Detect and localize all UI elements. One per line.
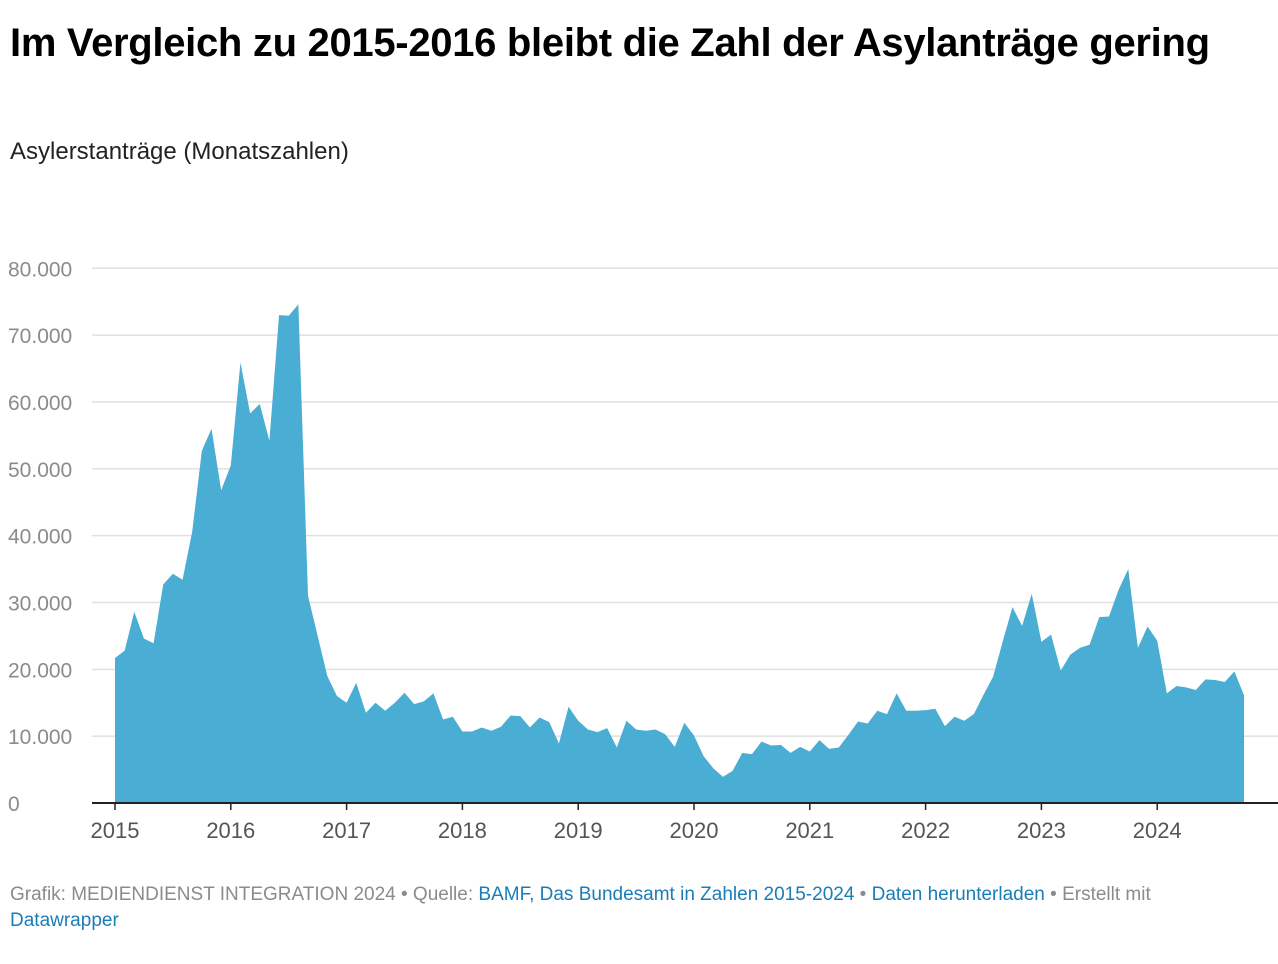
y-tick-label: 60.000 bbox=[8, 392, 72, 415]
x-tick-label: 2017 bbox=[322, 818, 371, 843]
download-data-link[interactable]: Daten herunterladen bbox=[871, 884, 1045, 905]
series-area-asylerstantraege bbox=[115, 304, 1245, 803]
x-tick-label: 2020 bbox=[670, 818, 719, 843]
footer-created: • Erstellt mit bbox=[1044, 884, 1151, 905]
y-tick-label: 70.000 bbox=[8, 325, 72, 348]
data-area bbox=[115, 304, 1245, 803]
x-tick-label: 2018 bbox=[438, 818, 487, 843]
x-tick-label: 2022 bbox=[901, 818, 950, 843]
datawrapper-link[interactable]: Datawrapper bbox=[10, 910, 119, 931]
y-axis-ticks: 0 10.000 20.000 30.000 40.000 50.000 60.000 70.… bbox=[8, 258, 72, 816]
x-tick-label: 2021 bbox=[785, 818, 834, 843]
x-tick-label: 2016 bbox=[206, 818, 255, 843]
chart-subtitle: Asylerstanträge (Monatszahlen) bbox=[10, 138, 349, 165]
footer-separator: • bbox=[854, 884, 872, 905]
y-tick-label: 50.000 bbox=[8, 459, 72, 482]
x-axis-ticks: 2015 2016 2017 2018 2019 2020 2021 2022 2023 2024 bbox=[91, 803, 1182, 843]
chart-title: Im Vergleich zu 2015-2016 bleibt die Zah… bbox=[10, 21, 1210, 65]
x-tick-label: 2015 bbox=[91, 818, 140, 843]
y-tick-label: 20.000 bbox=[8, 659, 72, 682]
y-tick-label: 40.000 bbox=[8, 526, 72, 549]
y-tick-label: 30.000 bbox=[8, 592, 72, 615]
y-tick-label: 80.000 bbox=[8, 258, 72, 281]
y-tick-label: 10.000 bbox=[8, 726, 72, 749]
footer-credit: Grafik: MEDIENDIENST INTEGRATION 2024 • … bbox=[10, 884, 479, 905]
y-tick-label: 0 bbox=[8, 793, 20, 816]
x-tick-label: 2024 bbox=[1133, 818, 1182, 843]
x-tick-label: 2023 bbox=[1017, 818, 1066, 843]
footer: Grafik: MEDIENDIENST INTEGRATION 2024 • … bbox=[10, 882, 1260, 934]
x-tick-label: 2019 bbox=[554, 818, 603, 843]
source-link[interactable]: BAMF, Das Bundesamt in Zahlen 2015-2024 bbox=[478, 884, 855, 905]
